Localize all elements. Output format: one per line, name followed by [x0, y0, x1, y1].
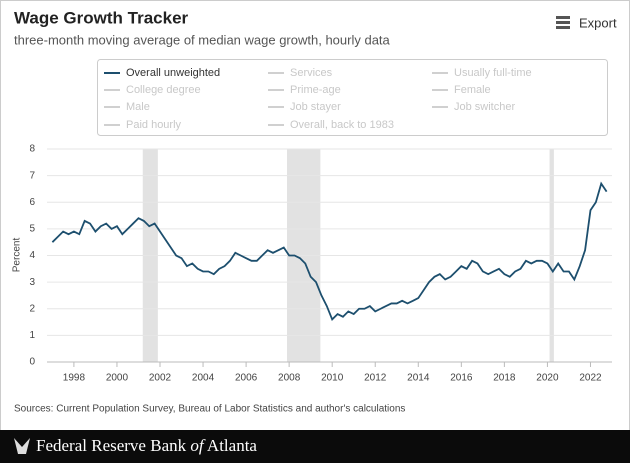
- x-tick-label: 2010: [321, 373, 344, 384]
- x-tick-label: 2006: [235, 373, 258, 384]
- legend-label[interactable]: Female: [454, 84, 491, 96]
- export-label[interactable]: Export: [579, 15, 617, 30]
- y-tick-label: 3: [29, 277, 35, 288]
- logo-eagle: [14, 438, 30, 454]
- legend-label[interactable]: Male: [126, 101, 150, 113]
- x-tick-label: 2012: [364, 373, 387, 384]
- legend-label[interactable]: Job switcher: [454, 101, 515, 113]
- footer-text: Federal Reserve Bank of Atlanta: [36, 436, 257, 455]
- legend-label[interactable]: College degree: [126, 84, 201, 96]
- y-tick-label: 8: [29, 144, 35, 155]
- legend-label[interactable]: Prime-age: [290, 84, 341, 96]
- source-note: Sources: Current Population Survey, Bure…: [14, 404, 405, 415]
- y-axis-label: Percent: [12, 238, 23, 273]
- footer-text: Atlanta: [207, 436, 257, 455]
- export-button[interactable]: Export: [556, 15, 617, 30]
- x-tick-label: 1998: [63, 373, 86, 384]
- y-tick-label: 0: [29, 357, 35, 368]
- legend-label[interactable]: Overall, back to 1983: [290, 119, 394, 131]
- menu-icon: [556, 26, 570, 29]
- y-tick-label: 7: [29, 170, 35, 181]
- data-line: [51, 181, 608, 321]
- footer-bar: [0, 430, 630, 463]
- x-tick-label: 2020: [536, 373, 559, 384]
- x-tick-label: 2016: [450, 373, 473, 384]
- chart-subtitle: three-month moving average of median wag…: [14, 32, 391, 47]
- legend-box: [97, 59, 608, 136]
- x-tick-label: 2018: [493, 373, 516, 384]
- x-tick-label: 2002: [149, 373, 172, 384]
- logo-icon: [14, 438, 30, 454]
- chart-title: Wage Growth Tracker: [14, 8, 189, 27]
- x-tick-label: 2004: [192, 373, 215, 384]
- legend-label[interactable]: Services: [290, 67, 333, 79]
- y-tick-label: 5: [29, 224, 35, 235]
- y-tick-label: 2: [29, 303, 35, 314]
- y-tick-label: 4: [29, 250, 35, 261]
- y-tick-label: 1: [29, 330, 35, 341]
- footer-text: Federal Reserve Bank: [36, 436, 187, 455]
- x-tick-label: 2000: [106, 373, 129, 384]
- y-tick-label: 6: [29, 197, 35, 208]
- menu-icon: [556, 16, 570, 19]
- legend-label[interactable]: Usually full-time: [454, 67, 532, 79]
- footer-text: of: [190, 436, 206, 455]
- menu-icon: [556, 21, 570, 24]
- legend-label[interactable]: Job stayer: [290, 101, 341, 113]
- legend-label[interactable]: Overall unweighted: [126, 67, 220, 79]
- x-tick-label: 2022: [579, 373, 602, 384]
- x-tick-label: 2008: [278, 373, 301, 384]
- x-tick-label: 2014: [407, 373, 430, 384]
- legend-label[interactable]: Paid hourly: [126, 119, 182, 131]
